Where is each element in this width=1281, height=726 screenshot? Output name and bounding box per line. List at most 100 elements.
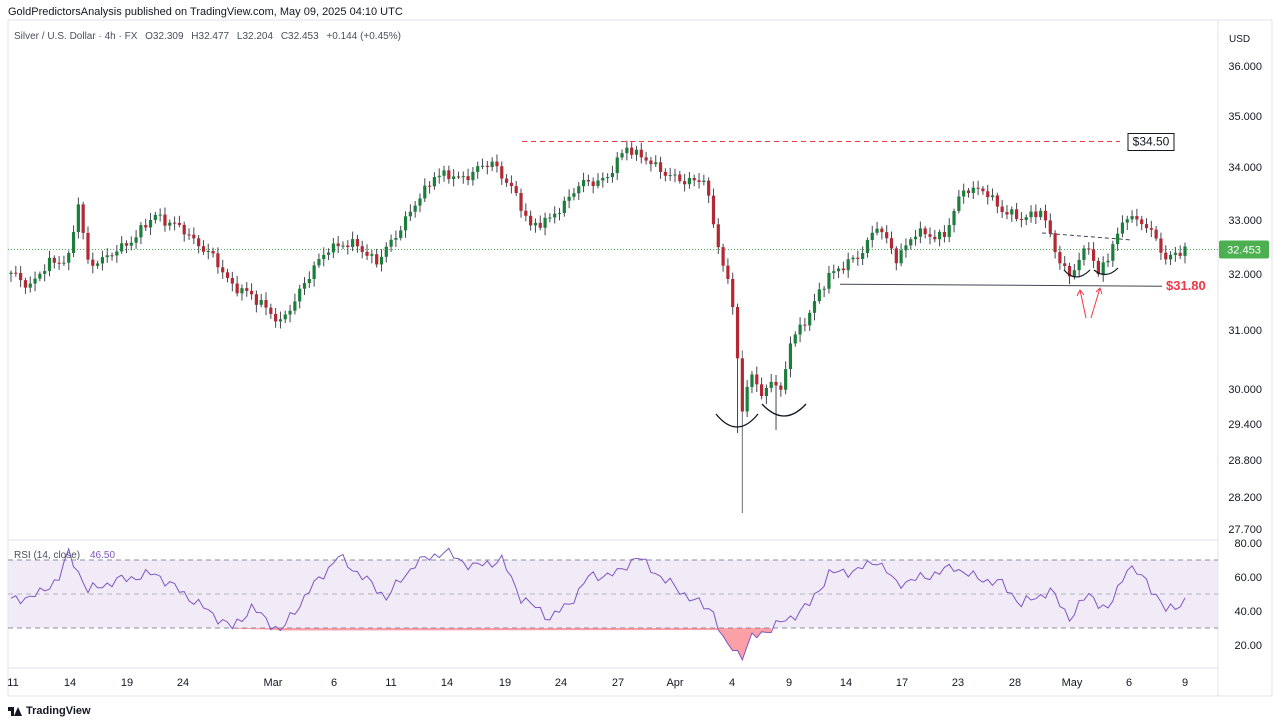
time-tick-label: 19	[121, 677, 133, 689]
candle	[461, 171, 465, 184]
candle	[76, 197, 80, 239]
candle	[399, 225, 403, 241]
candle	[442, 165, 446, 182]
candle	[1154, 226, 1158, 241]
candle	[928, 227, 932, 245]
candle	[1005, 205, 1009, 220]
candle	[1159, 232, 1163, 260]
candle	[586, 174, 590, 187]
candle	[1116, 227, 1120, 251]
candle	[1082, 245, 1086, 266]
candle	[663, 168, 667, 182]
candle	[601, 172, 605, 188]
time-tick-label: 6	[331, 677, 337, 689]
rsi-oversold-fill	[232, 628, 772, 660]
candle	[1014, 202, 1019, 222]
time-tick-label: Apr	[666, 677, 683, 689]
candle	[1183, 242, 1187, 264]
candle	[172, 216, 177, 231]
candle	[755, 366, 759, 393]
candle	[466, 168, 470, 186]
candle	[817, 282, 821, 304]
rsi-label: RSI (14, close)	[14, 550, 80, 561]
price-tick-label: 30.000	[1228, 384, 1262, 396]
candle	[96, 260, 100, 269]
candle	[731, 272, 735, 315]
candle	[981, 185, 985, 195]
candle	[158, 208, 162, 222]
candle	[1091, 242, 1096, 269]
candle	[413, 201, 417, 218]
candle	[880, 226, 884, 240]
ohlc-close: C32.453	[280, 31, 319, 42]
symbol-name[interactable]: Silver / U.S. Dollar · 4h · FX	[14, 31, 138, 42]
candle	[933, 229, 937, 243]
candle	[1135, 208, 1139, 227]
candle	[1024, 214, 1028, 226]
price-tick-label: 33.000	[1228, 215, 1262, 227]
candle	[894, 246, 898, 271]
currency-label: USD	[1229, 34, 1250, 45]
candle	[91, 252, 95, 274]
candle	[957, 189, 961, 214]
candle	[625, 140, 629, 161]
candle	[745, 380, 749, 418]
candle	[1101, 256, 1105, 282]
rsi-pane: RSI (14, close) 46.50 80.00 60.00 40.00 20.…	[8, 538, 1262, 662]
candle	[1111, 240, 1115, 267]
candle	[899, 243, 903, 267]
rsi-axis-ticks: 80.00 60.00 40.00 20.00	[1234, 538, 1262, 652]
candle	[793, 331, 797, 347]
candle	[471, 167, 475, 186]
candle	[596, 173, 600, 189]
time-tick-label: 14	[64, 677, 76, 689]
price-axis-ticks: 36.000 35.000 34.000 33.000 32.000 31.000 30.0…	[1228, 61, 1262, 536]
candle	[683, 173, 687, 192]
candle	[346, 240, 350, 255]
candle	[105, 248, 109, 263]
candle	[235, 275, 239, 297]
candle	[452, 169, 456, 187]
candle	[192, 227, 196, 245]
candle	[649, 156, 653, 172]
ohlc-low: L32.204	[236, 31, 274, 42]
candle	[331, 237, 335, 259]
candle	[322, 247, 326, 267]
time-tick-label: 24	[177, 677, 189, 689]
candle	[456, 171, 461, 179]
candle	[216, 247, 220, 274]
candle	[269, 303, 273, 319]
candle	[355, 234, 360, 253]
candle	[764, 384, 769, 405]
candle	[245, 282, 249, 297]
candle	[447, 165, 451, 184]
time-tick-label: May	[1062, 677, 1083, 689]
candle	[52, 255, 56, 269]
candle	[913, 229, 918, 246]
candle	[148, 212, 153, 236]
candle	[14, 265, 18, 277]
candle	[480, 158, 485, 170]
candle	[1048, 213, 1052, 238]
time-tick-label: 27	[612, 677, 624, 689]
candle	[779, 382, 783, 397]
rsi-value: 46.50	[90, 550, 115, 561]
candle	[19, 266, 23, 288]
candles	[9, 140, 1187, 513]
candle	[86, 226, 90, 264]
candle	[798, 317, 802, 343]
candle	[572, 187, 576, 201]
candle	[1125, 215, 1129, 231]
tradingview-logo[interactable]: TradingView	[8, 705, 91, 717]
candle	[885, 225, 889, 244]
price-tick-label: 29.400	[1228, 419, 1262, 431]
candle	[1000, 200, 1004, 218]
candle	[658, 156, 663, 179]
candle	[317, 253, 321, 268]
candle	[784, 361, 788, 395]
candle	[1029, 205, 1033, 223]
publisher-header: GoldPredictorsAnalysis published on Trad…	[8, 6, 403, 18]
candle	[697, 173, 701, 189]
candle	[62, 255, 66, 266]
